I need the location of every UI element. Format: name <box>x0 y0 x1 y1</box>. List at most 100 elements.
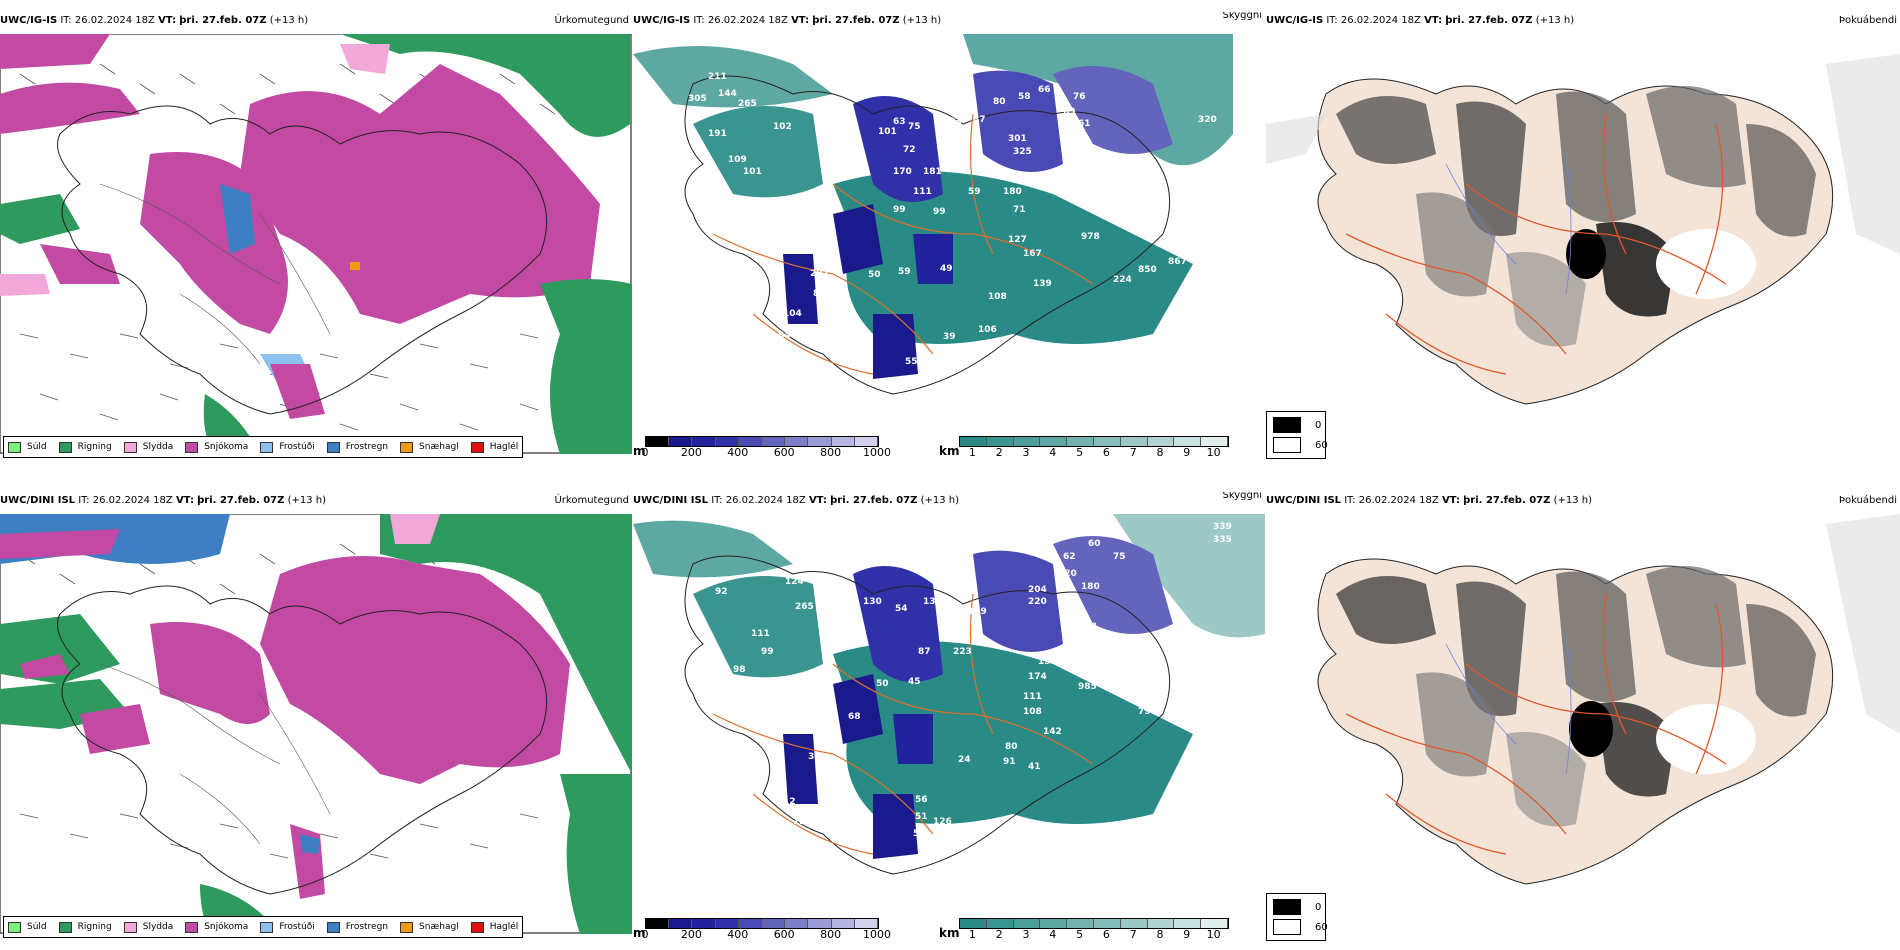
colorbar-segment <box>831 919 855 928</box>
fog-legend-row: 60 <box>1273 919 1328 935</box>
legend-swatch <box>185 441 199 453</box>
issue-time: IT: 26.02.2024 18Z <box>78 495 173 506</box>
svg-text:104: 104 <box>783 309 802 319</box>
colorbar-segment <box>715 437 739 446</box>
legend-swatch <box>470 921 484 933</box>
svg-text:265: 265 <box>738 99 757 109</box>
colorbar-unit: km <box>939 926 960 940</box>
legend-item: Súld <box>8 441 47 453</box>
colorbar-tick-label: 1 <box>968 446 976 459</box>
colorbar-tick-label: 3 <box>1022 928 1030 941</box>
svg-text:57: 57 <box>913 829 926 839</box>
colorbar-segment <box>986 437 1014 446</box>
issue-time: IT: 26.02.2024 18Z <box>693 15 788 26</box>
colorbar-segment <box>785 437 809 446</box>
svg-text:45: 45 <box>908 677 921 687</box>
svg-text:84: 84 <box>778 331 791 341</box>
svg-text:99: 99 <box>893 205 906 215</box>
svg-text:68: 68 <box>1061 347 1074 357</box>
valid-label: VT: <box>1424 15 1443 26</box>
colorbar-tick-label: 8 <box>1156 928 1164 941</box>
svg-text:87: 87 <box>973 115 986 125</box>
colorbar-tick-label: 1 <box>968 928 976 941</box>
fog-legend: 0 60 <box>1266 411 1328 459</box>
svg-text:56: 56 <box>915 795 928 805</box>
svg-text:75: 75 <box>1113 552 1126 562</box>
colorbar-tick-label: 2 <box>995 928 1003 941</box>
svg-text:180: 180 <box>1081 582 1100 592</box>
fog-legend-swatch <box>1273 417 1301 433</box>
colorbar-segment <box>762 919 786 928</box>
lead-time: (+13 h) <box>1553 495 1593 506</box>
svg-text:80: 80 <box>993 97 1006 107</box>
svg-text:62: 62 <box>1063 552 1076 562</box>
precip-type-map <box>0 514 632 934</box>
svg-text:978: 978 <box>1081 232 1100 242</box>
colorbar-segment <box>808 919 832 928</box>
cloud-visibility-map: 211 305 144 265 191 109 101 102 101 75 6… <box>633 34 1233 409</box>
panel-fog-indicator-row2: UWC/DINI ISL IT: 26.02.2024 18Z VT: þri.… <box>1266 492 1900 944</box>
colorbar-segment <box>692 437 716 446</box>
svg-text:66: 66 <box>1038 85 1051 95</box>
svg-text:224: 224 <box>1113 275 1132 285</box>
fog-legend-row: 0 <box>1273 899 1321 915</box>
svg-text:339: 339 <box>1213 522 1232 532</box>
lead-time: (+13 h) <box>1535 15 1575 26</box>
cloud-visibility-map: 339 335 60 62 75 120 204 220 130 54 93 1… <box>633 514 1265 875</box>
colorbar-segment <box>1147 437 1175 446</box>
colorbar-segment <box>738 919 763 928</box>
svg-text:128: 128 <box>1083 635 1102 645</box>
colorbar-tick-label: 400 <box>727 446 749 459</box>
colorbar-tick-label: 6 <box>1102 446 1110 459</box>
svg-text:63: 63 <box>893 117 906 127</box>
colorbar-tick-label: 7 <box>1129 928 1137 941</box>
svg-text:265: 265 <box>795 602 814 612</box>
colorbar-segment <box>1013 919 1041 928</box>
legend-item: Rigning <box>58 441 112 453</box>
legend-item: Frostregn <box>326 921 388 933</box>
svg-text:35: 35 <box>808 752 821 762</box>
fog-indicator-map <box>1317 514 1900 885</box>
svg-text:109: 109 <box>728 155 747 165</box>
svg-text:80: 80 <box>1005 742 1018 752</box>
legend-item: Frostúði <box>260 441 315 453</box>
colorbar-segment <box>1120 437 1148 446</box>
issue-time: IT: 26.02.2024 18Z <box>1344 495 1439 506</box>
svg-text:142: 142 <box>1043 727 1062 737</box>
panel-fog-indicator-row1: UWC/IG-IS IT: 26.02.2024 18Z VT: þri. 27… <box>1266 12 1900 462</box>
panel-header: UWC/DINI ISL IT: 26.02.2024 18Z VT: þri.… <box>0 492 632 510</box>
colorbar-tick-label: 200 <box>680 928 702 941</box>
svg-text:99: 99 <box>933 207 946 217</box>
panel-title: Úrkomutegund <box>554 15 629 26</box>
legend-item: Snæhagl <box>400 921 459 933</box>
legend-swatch <box>326 921 340 933</box>
svg-text:44: 44 <box>895 399 908 409</box>
legend-item: Snjókoma <box>185 441 248 453</box>
legend-swatch <box>326 441 340 453</box>
valid-time: þri. 27.feb. 07Z <box>179 15 267 26</box>
svg-text:59: 59 <box>968 187 981 197</box>
colorbar-segment <box>738 437 763 446</box>
panel-title: Úrkomutegund <box>554 495 629 506</box>
valid-label: VT: <box>158 15 177 26</box>
svg-text:49: 49 <box>940 264 953 274</box>
precip-type-map <box>0 34 632 454</box>
legend-swatch <box>185 921 199 933</box>
svg-text:59: 59 <box>898 267 911 277</box>
fog-legend-row: 60 <box>1273 437 1328 453</box>
colorbar-segment <box>854 919 879 928</box>
colorbar-unit: m <box>633 444 646 458</box>
panel-header: UWC/IG-IS IT: 26.02.2024 18Z VT: þri. 27… <box>1266 12 1900 30</box>
colorbar-segment <box>692 919 716 928</box>
colorbar-segment <box>785 919 809 928</box>
fog-legend-swatch <box>1273 899 1301 915</box>
colorbar-segment <box>669 437 693 446</box>
colorbar-segment <box>762 437 786 446</box>
lead-time: (+13 h) <box>269 15 309 26</box>
model-name: UWC/IG-IS <box>633 15 691 26</box>
valid-label: VT: <box>1441 495 1460 506</box>
svg-text:223: 223 <box>953 647 972 657</box>
legend-item: Slydda <box>123 921 173 933</box>
svg-text:41: 41 <box>1028 762 1041 772</box>
precip-type-legend: Súld Rigning Slydda Snjókoma Frostúði Fr… <box>3 916 524 938</box>
